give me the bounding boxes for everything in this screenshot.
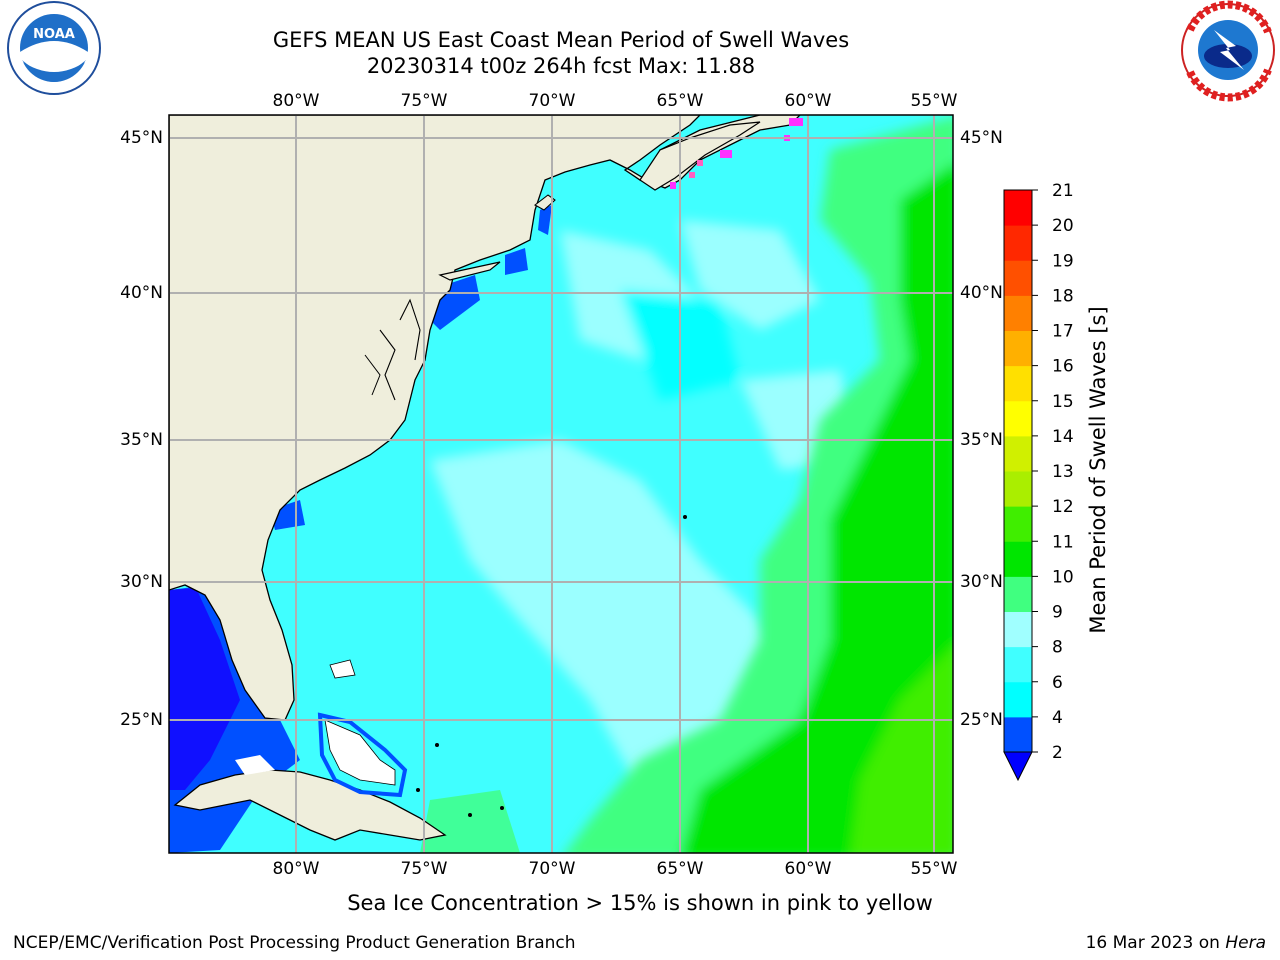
colorbar-tick-label: 20 bbox=[1052, 216, 1074, 236]
colorbar-swatch bbox=[1004, 435, 1032, 472]
colorbar-swatch bbox=[1004, 400, 1032, 437]
lon-label: 55°W bbox=[911, 91, 958, 111]
map-frame bbox=[168, 114, 954, 854]
chart-title: GEFS MEAN US East Coast Mean Period of S… bbox=[272, 28, 850, 52]
colorbar-swatch bbox=[1004, 716, 1032, 753]
north-america-landmass bbox=[169, 115, 801, 721]
lon-label: 75°W bbox=[401, 91, 448, 111]
lat-label: 35°N bbox=[120, 430, 163, 450]
colorbar-tick-label: 8 bbox=[1052, 638, 1063, 658]
colorbar-tick-label: 18 bbox=[1052, 286, 1074, 306]
lon-label: 75°W bbox=[401, 859, 448, 879]
map-area bbox=[169, 115, 953, 853]
credit-line: NCEP/EMC/Verification Post Processing Pr… bbox=[13, 933, 576, 953]
lat-labels-right: 45°N 40°N 35°N 30°N 25°N bbox=[960, 128, 1003, 730]
lat-label: 25°N bbox=[120, 710, 163, 730]
colorbar-label: Mean Period of Swell Waves [s] bbox=[1086, 306, 1110, 633]
colorbar-swatch bbox=[1004, 541, 1032, 577]
colorbar-swatch bbox=[1004, 576, 1032, 612]
colorbar-swatch bbox=[1004, 225, 1032, 261]
chart-subtitle: 20230314 t00z 264h fcst Max: 11.88 bbox=[366, 54, 756, 78]
lon-label: 70°W bbox=[529, 859, 576, 879]
lon-labels-top: 80°W 75°W 70°W 65°W 60°W 55°W bbox=[273, 91, 958, 111]
lon-label: 60°W bbox=[785, 859, 832, 879]
lon-label: 60°W bbox=[785, 91, 832, 111]
date-line: 16 Mar 2023 on Hera bbox=[1086, 933, 1266, 953]
lat-label: 45°N bbox=[120, 128, 163, 148]
lon-labels-bottom: 80°W 75°W 70°W 65°W 60°W 55°W bbox=[273, 859, 958, 879]
map-gridlines bbox=[169, 115, 953, 853]
colorbar-tick-label: 10 bbox=[1052, 567, 1074, 587]
colorbar-swatch bbox=[1004, 190, 1032, 226]
lat-label: 40°N bbox=[960, 283, 1003, 303]
sea-ice-note: Sea Ice Concentration > 15% is shown in … bbox=[0, 891, 1280, 915]
date-text: 16 Mar 2023 on bbox=[1085, 933, 1220, 953]
colorbar-tick-label: 9 bbox=[1052, 603, 1063, 623]
colorbar-tick-label: 2 bbox=[1052, 743, 1063, 763]
colorbar-swatch bbox=[1004, 646, 1032, 683]
colorbar-under-arrow bbox=[1003, 751, 1033, 782]
cuba-island bbox=[173, 769, 447, 841]
lon-label: 80°W bbox=[273, 91, 320, 111]
colorbar-swatch bbox=[1004, 471, 1032, 507]
noaa-logo: NOAA bbox=[7, 1, 101, 95]
colorbar-swatch bbox=[1004, 365, 1032, 402]
colorbar: 2 4 6 8 9 10 11 12 13 14 15 16 17 18 19 20 21 bbox=[1003, 181, 1074, 782]
lon-label: 55°W bbox=[911, 859, 958, 879]
colorbar-tick-label: 13 bbox=[1052, 462, 1074, 482]
lat-labels-left: 45°N 40°N 35°N 30°N 25°N bbox=[120, 128, 163, 730]
lat-label: 45°N bbox=[960, 128, 1003, 148]
machine-name: Hera bbox=[1225, 933, 1266, 953]
lon-label: 80°W bbox=[273, 859, 320, 879]
colorbar-swatch bbox=[1004, 506, 1032, 542]
colorbar-tick-label: 17 bbox=[1052, 322, 1074, 342]
colorbar-tick-label: 11 bbox=[1052, 532, 1074, 552]
lat-label: 25°N bbox=[960, 710, 1003, 730]
colorbar-swatch bbox=[1004, 260, 1032, 296]
colorbar-tick-label: 21 bbox=[1052, 181, 1074, 201]
colorbar-tick-label: 16 bbox=[1052, 357, 1074, 377]
lat-label: 35°N bbox=[960, 430, 1003, 450]
colorbar-swatch bbox=[1004, 681, 1032, 718]
lat-label: 30°N bbox=[120, 572, 163, 592]
colorbar-tick-label: 4 bbox=[1052, 708, 1063, 728]
colorbar-swatch bbox=[1004, 295, 1032, 331]
colorbar-tick-label: 12 bbox=[1052, 497, 1074, 517]
lat-label: 40°N bbox=[120, 283, 163, 303]
colorbar-tick-label: 14 bbox=[1052, 427, 1074, 447]
sea-ice-note-text: Sea Ice Concentration > 15% is shown in … bbox=[347, 891, 933, 915]
lon-label: 65°W bbox=[657, 859, 704, 879]
noaa-logo-text: NOAA bbox=[33, 27, 75, 42]
colorbar-tick-label: 19 bbox=[1052, 251, 1074, 271]
colorbar-swatch bbox=[1004, 611, 1032, 648]
nws-logo bbox=[1181, 0, 1275, 102]
colorbar-tick-label: 6 bbox=[1052, 673, 1063, 693]
lon-label: 70°W bbox=[529, 91, 576, 111]
lat-label: 30°N bbox=[960, 572, 1003, 592]
lon-label: 65°W bbox=[657, 91, 704, 111]
colorbar-tick-label: 15 bbox=[1052, 392, 1074, 412]
colorbar-swatch bbox=[1004, 330, 1032, 367]
